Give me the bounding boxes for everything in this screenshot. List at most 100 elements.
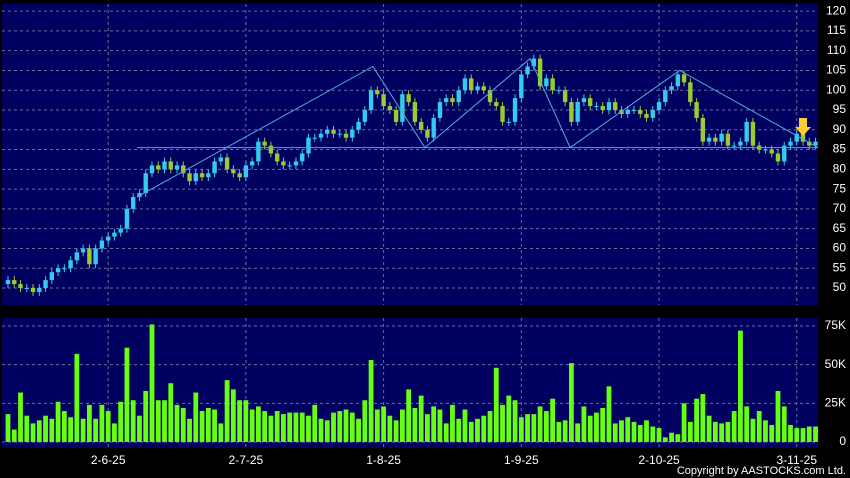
volume-bar [750,418,756,442]
volume-bar [493,367,499,442]
x-tick-label: 2-10-25 [638,453,680,467]
volume-bar [118,401,124,442]
candle-body [12,280,17,285]
volume-bar [80,418,86,442]
candle-body [62,268,67,270]
candle-body [706,137,712,142]
volume-bar [506,395,512,442]
volume-bar [143,390,149,442]
copyright: Copyright by AASTOCKS.com Ltd. [677,465,846,477]
volume-bar [155,400,161,442]
volume-bar [324,420,330,442]
candle-body [575,102,580,122]
y-tick-label: 120 [826,3,846,17]
volume-bar [781,406,787,442]
volume-bar [199,411,205,442]
candle-body [199,173,205,178]
candle-body [581,98,587,103]
candle-body [469,78,474,91]
candle-body [312,137,317,139]
volume-bar [61,411,67,442]
candle-body [187,173,192,182]
volume-bar [569,363,574,442]
candle-body [431,117,436,138]
volume-bar [468,421,474,442]
y-tick-label: 110 [827,43,846,57]
volume-bar [112,423,117,442]
candle-body [400,94,405,122]
candle-body [813,141,818,146]
candle-body [131,197,136,209]
volume-bar [262,411,268,442]
volume-bar [800,428,806,442]
candle-body [512,98,518,122]
candle-body [587,98,593,107]
volume-bar [162,400,167,442]
candle-body [49,272,55,281]
volume-bar [137,415,142,442]
y-tick-label: 70 [833,201,847,215]
volume-bar [637,424,643,442]
volume-bar [706,415,712,442]
volume-bar [562,420,568,442]
volume-bar [93,418,99,442]
volume-bar [587,415,593,442]
volume-bar [406,389,412,442]
volume-bar [738,330,743,442]
volume-bar [788,424,793,442]
candle-body [713,137,718,142]
candle-body [393,110,399,122]
volume-bar [343,409,349,442]
candle-body [450,98,455,103]
volume-bar [349,412,355,442]
candle-body [337,133,342,135]
candle-body [318,133,324,138]
candle-body [700,117,706,142]
volume-bar [775,390,781,442]
x-tick-label: 1-9-25 [504,453,539,467]
volume-bar [399,409,405,442]
volume-bar [763,420,768,442]
volume-bar [625,417,631,442]
volume-bar [425,414,430,442]
volume-bar [581,406,587,442]
volume-bar [331,412,336,442]
y-tick-label: 85 [833,142,847,156]
candle-body [625,110,630,114]
candle-body [606,102,612,111]
volume-bar [631,421,637,442]
candle-body [387,106,393,111]
candle-body [43,280,48,288]
candle-body [231,169,236,174]
volume-bar [431,406,437,442]
candle-body [656,102,662,111]
candle-body [481,86,486,91]
volume-bar [606,386,612,442]
volume-bar [18,392,23,442]
volume-bar [130,400,136,442]
candle-body [149,165,155,174]
arrow-icon [795,118,811,136]
volume-bar [249,409,255,442]
volume-bar [450,404,455,442]
volume-bar [274,411,280,442]
candle-body [456,90,461,103]
candle-body [268,145,274,154]
volume-bar [124,347,130,442]
candle-body [775,153,781,162]
y-tick-label: 55 [833,260,847,274]
volume-bar [230,389,236,442]
candle-body [68,260,73,269]
volume-bar [612,423,618,442]
volume-bar [205,407,211,442]
candle-body [343,133,349,138]
volume-bar [55,401,61,442]
volume-bar [243,400,249,442]
trend-line [136,57,819,198]
volume-bar [550,398,556,442]
candle-body [224,157,230,170]
volume-bar [456,418,462,442]
price-panel [2,4,818,305]
y2-tick-label: 50K [825,357,846,371]
candle-body [124,208,130,229]
